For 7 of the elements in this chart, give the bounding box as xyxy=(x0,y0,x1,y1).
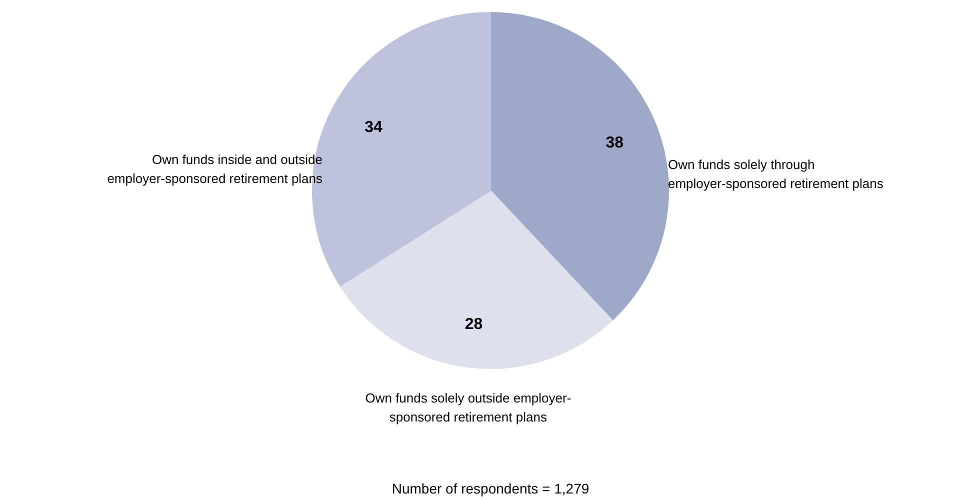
slice-label: Own funds inside and outside employer-sponsored retirement plans xyxy=(107,152,324,186)
slice-label: Own funds solely through employer-sponsored retirement plans xyxy=(668,157,884,191)
slice-label: Own funds solely outside employer- sponsored retirement plans xyxy=(365,390,572,424)
data-label: 28 xyxy=(464,316,483,333)
data-label: 34 xyxy=(364,119,383,136)
text: Number of respondents = 1,279 xyxy=(392,480,590,496)
data-label: 38 xyxy=(606,134,624,152)
